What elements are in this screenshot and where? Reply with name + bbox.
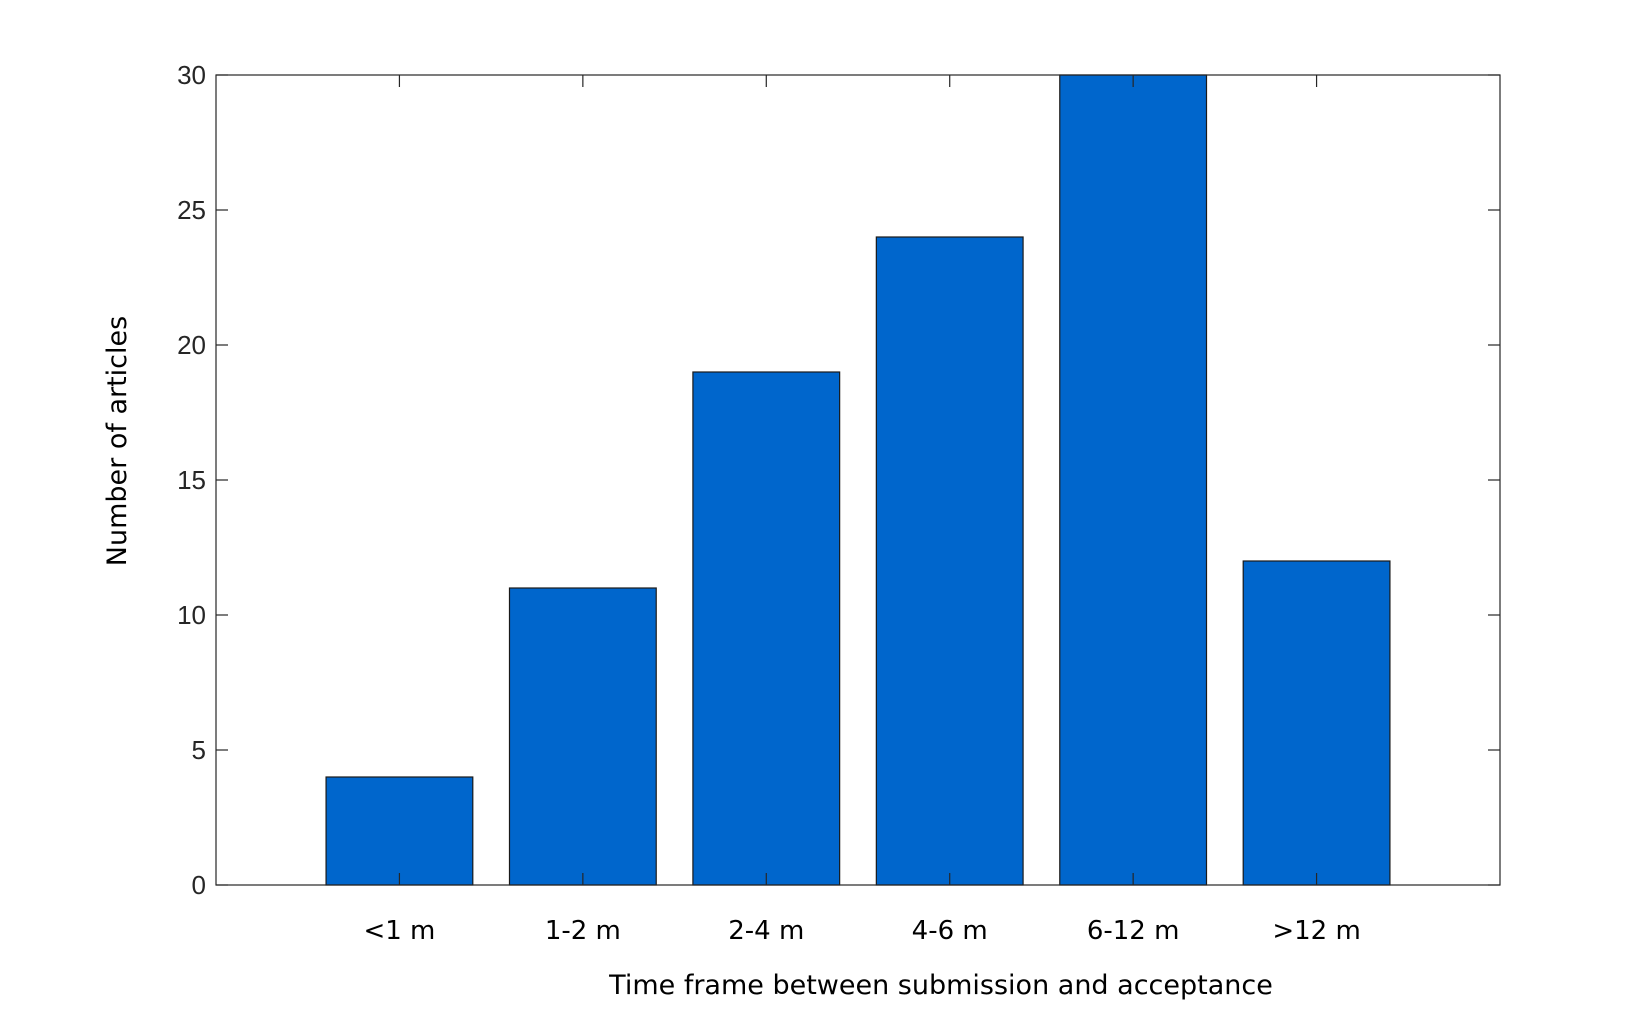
x-tick-label: 6-12 m xyxy=(1087,916,1180,946)
y-tick-label: 0 xyxy=(192,870,206,900)
y-tick-label: 5 xyxy=(192,735,206,765)
y-tick-labels: 0 5 10 15 20 25 30 xyxy=(177,60,206,900)
bar-1 xyxy=(325,776,474,886)
y-tick-label: 30 xyxy=(177,60,206,90)
bar-2 xyxy=(508,587,657,886)
bar-5 xyxy=(1059,74,1208,886)
y-tick-label: 20 xyxy=(177,330,206,360)
x-tick-labels: <1 m 1-2 m 2-4 m 4-6 m 6-12 m >12 m xyxy=(363,916,1360,946)
bars-group xyxy=(325,74,1391,886)
x-tick-label: 4-6 m xyxy=(912,916,988,946)
x-tick-label: 2-4 m xyxy=(728,916,804,946)
y-axis-label: Number of articles xyxy=(102,316,133,566)
bar-4 xyxy=(875,236,1024,886)
x-axis-label: Time frame between submission and accept… xyxy=(608,970,1273,1001)
x-tick-label: 1-2 m xyxy=(545,916,621,946)
x-tick-label: >12 m xyxy=(1272,916,1360,946)
bar-6 xyxy=(1242,560,1391,886)
bar-3 xyxy=(692,371,841,886)
y-tick-label: 10 xyxy=(177,600,206,630)
plot-frame xyxy=(215,74,1501,886)
y-tick-label: 25 xyxy=(177,195,206,225)
y-tick-label: 15 xyxy=(177,465,206,495)
x-tick-label: <1 m xyxy=(363,916,435,946)
